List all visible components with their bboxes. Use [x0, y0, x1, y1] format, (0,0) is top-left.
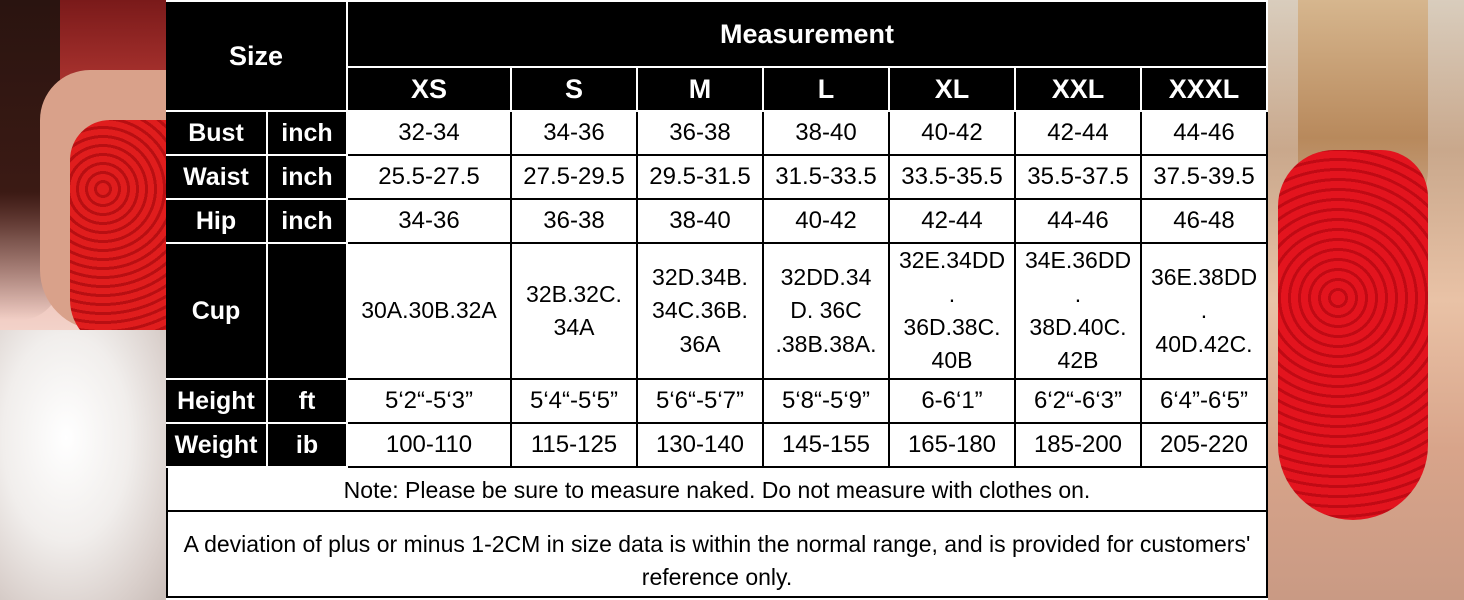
size-xs: XS — [348, 68, 512, 112]
cell-hip-l: 40-42 — [764, 200, 890, 244]
cell-waist-xl: 33.5-35.5 — [890, 156, 1016, 200]
row-label-hip: Hip — [166, 200, 268, 244]
cell-height-l: 5‘8“-5‘9” — [764, 380, 890, 424]
row-unit-waist: inch — [268, 156, 348, 200]
cell-height-xl: 6-6‘1” — [890, 380, 1016, 424]
cell-cup-l: 32DD.34 D. 36C .38B.38A. — [764, 244, 890, 380]
cell-weight-m: 130-140 — [638, 424, 764, 468]
deviation-disclaimer: A deviation of plus or minus 1-2CM in si… — [166, 512, 1268, 598]
row-unit-hip: inch — [268, 200, 348, 244]
row-label-weight: Weight — [166, 424, 268, 468]
measure-note: Note: Please be sure to measure naked. D… — [166, 468, 1268, 512]
cell-waist-l: 31.5-33.5 — [764, 156, 890, 200]
cell-height-xxl: 6‘2“-6‘3” — [1016, 380, 1142, 424]
cell-cup-xxl: 34E.36DD . 38D.40C. 42B — [1016, 244, 1142, 380]
cell-bust-l: 38-40 — [764, 112, 890, 156]
size-l: L — [764, 68, 890, 112]
size-xl: XL — [890, 68, 1016, 112]
cell-waist-xxl: 35.5-37.5 — [1016, 156, 1142, 200]
cell-weight-xl: 165-180 — [890, 424, 1016, 468]
size-xxxl: XXXL — [1142, 68, 1268, 112]
cell-weight-xxl: 185-200 — [1016, 424, 1142, 468]
cell-cup-xl: 32E.34DD . 36D.38C. 40B — [890, 244, 1016, 380]
cell-cup-xxxl: 36E.38DD . 40D.42C. — [1142, 244, 1268, 380]
size-chart: Size Measurement XS S M L XL XXL XXXL Bust inch 3… — [166, 0, 1268, 600]
cell-hip-xxl: 44-46 — [1016, 200, 1142, 244]
row-label-height: Height — [166, 380, 268, 424]
cell-weight-xxxl: 205-220 — [1142, 424, 1268, 468]
cell-hip-m: 38-40 — [638, 200, 764, 244]
cell-bust-xs: 32-34 — [348, 112, 512, 156]
measurement-header: Measurement — [348, 2, 1268, 68]
red-lace-bodysuit-right — [1278, 150, 1428, 520]
row-unit-weight: ib — [268, 424, 348, 468]
cell-hip-xxxl: 46-48 — [1142, 200, 1268, 244]
cell-bust-xl: 40-42 — [890, 112, 1016, 156]
row-unit-cup — [268, 244, 348, 380]
red-lace-bodysuit-left — [70, 120, 166, 350]
cell-height-xs: 5‘2“-5‘3” — [348, 380, 512, 424]
row-unit-height: ft — [268, 380, 348, 424]
cell-hip-s: 36-38 — [512, 200, 638, 244]
size-m: M — [638, 68, 764, 112]
cell-height-s: 5‘4“-5‘5” — [512, 380, 638, 424]
size-xxl: XXL — [1016, 68, 1142, 112]
size-header: Size — [166, 2, 348, 112]
cell-weight-l: 145-155 — [764, 424, 890, 468]
cell-bust-xxxl: 44-46 — [1142, 112, 1268, 156]
cell-height-m: 5‘6“-5‘7” — [638, 380, 764, 424]
cell-bust-s: 34-36 — [512, 112, 638, 156]
cell-bust-m: 36-38 — [638, 112, 764, 156]
cell-waist-s: 27.5-29.5 — [512, 156, 638, 200]
row-label-cup: Cup — [166, 244, 268, 380]
cell-hip-xl: 42-44 — [890, 200, 1016, 244]
cell-cup-m: 32D.34B. 34C.36B. 36A — [638, 244, 764, 380]
cell-waist-xs: 25.5-27.5 — [348, 156, 512, 200]
cell-weight-xs: 100-110 — [348, 424, 512, 468]
cell-hip-xs: 34-36 — [348, 200, 512, 244]
cell-cup-s: 32B.32C. 34A — [512, 244, 638, 380]
row-unit-bust: inch — [268, 112, 348, 156]
cell-weight-s: 115-125 — [512, 424, 638, 468]
cell-cup-xs: 30A.30B.32A — [348, 244, 512, 380]
cell-height-xxxl: 6‘4”-6‘5” — [1142, 380, 1268, 424]
row-label-bust: Bust — [166, 112, 268, 156]
cell-waist-xxxl: 37.5-39.5 — [1142, 156, 1268, 200]
size-s: S — [512, 68, 638, 112]
model-photo-right — [1268, 0, 1464, 600]
model-photo-left — [0, 0, 166, 600]
row-label-waist: Waist — [166, 156, 268, 200]
cell-waist-m: 29.5-31.5 — [638, 156, 764, 200]
cell-bust-xxl: 42-44 — [1016, 112, 1142, 156]
white-fur-left — [0, 330, 166, 600]
